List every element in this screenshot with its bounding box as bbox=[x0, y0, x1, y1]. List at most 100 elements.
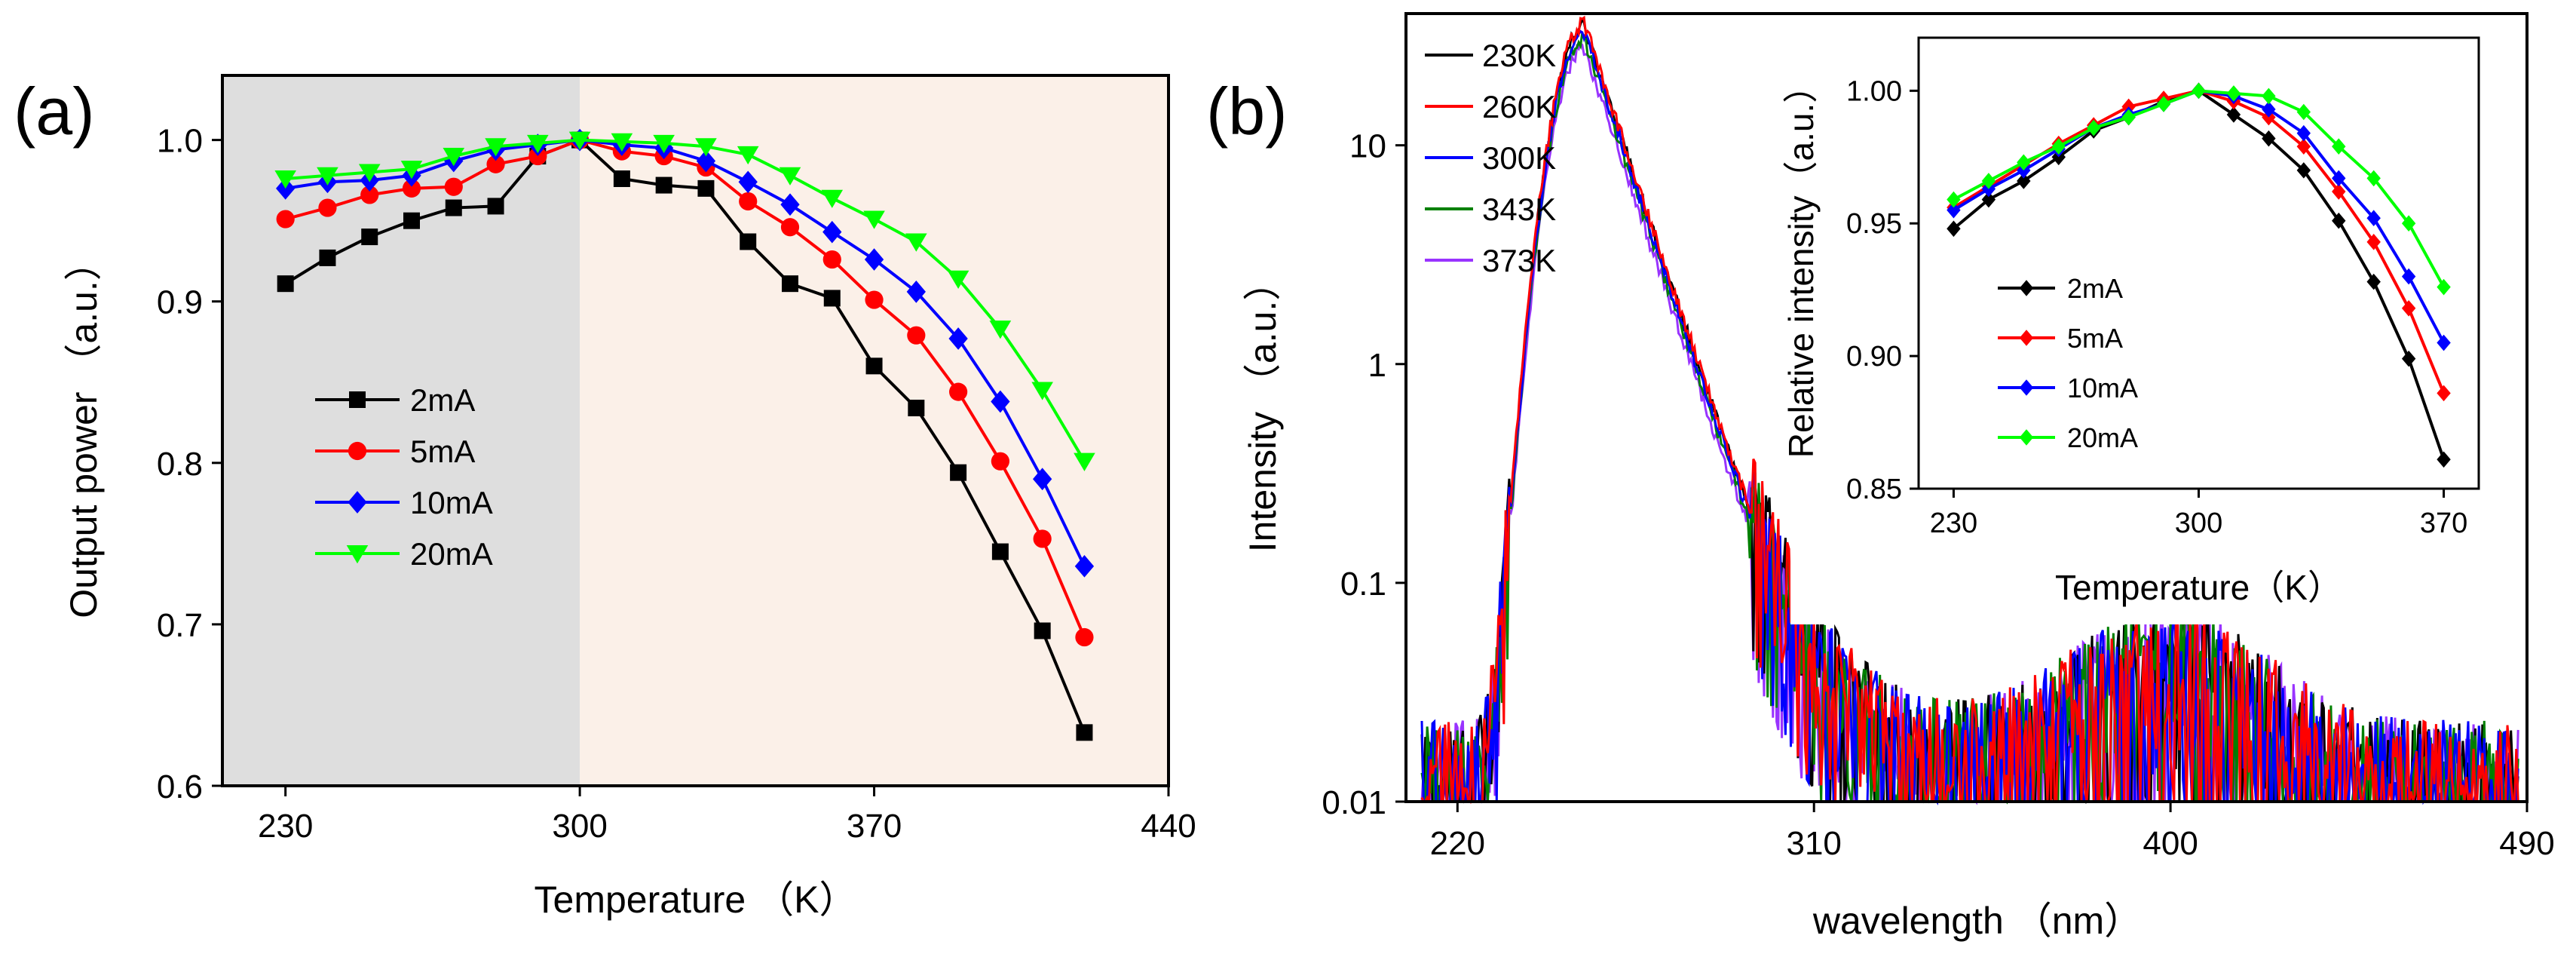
inset-legend-label-20mA: 20mA bbox=[2067, 422, 2138, 453]
data-point-20mA bbox=[905, 233, 927, 252]
data-point-5mA bbox=[780, 218, 800, 237]
data-point-20mA bbox=[653, 134, 675, 154]
inset-data-point-20mA bbox=[2017, 154, 2031, 171]
spectrum-line-300K bbox=[1420, 29, 2519, 806]
data-point-5mA bbox=[444, 177, 463, 196]
inset-data-point-20mA bbox=[2121, 109, 2136, 126]
legend-marker-5mA bbox=[348, 441, 367, 461]
x-tick-label: 490 bbox=[2499, 825, 2554, 862]
inset-y-tick-label: 0.95 bbox=[1846, 208, 1902, 240]
y-tick-label: 0.7 bbox=[157, 607, 203, 644]
panel-label-b: (b) bbox=[1206, 74, 1288, 149]
inset-data-point-10mA bbox=[2437, 334, 2451, 351]
data-point-20mA bbox=[527, 134, 549, 154]
data-point-2mA bbox=[361, 228, 378, 246]
inset-legend-marker-2mA bbox=[2019, 280, 2034, 296]
inset-data-point-20mA bbox=[1947, 191, 1961, 208]
y-tick-label: 0.01 bbox=[1322, 784, 1386, 821]
data-point-2mA bbox=[277, 275, 294, 293]
inset-data-point-2mA bbox=[2401, 350, 2416, 367]
inset-data-point-2mA bbox=[1947, 220, 1961, 238]
legend-label-343K: 343K bbox=[1482, 192, 1556, 227]
data-point-2mA bbox=[655, 176, 672, 194]
inset-legend-marker-20mA bbox=[2019, 429, 2034, 446]
data-point-20mA bbox=[947, 270, 969, 289]
inset-legend-label-2mA: 2mA bbox=[2067, 273, 2123, 304]
x-axis-title: wavelength （nm） bbox=[1812, 900, 2142, 942]
x-tick-label: 440 bbox=[1141, 808, 1196, 845]
chart-b: 220 310 400 490 0.01 0.1 1 10 wavelength （nm） Int… bbox=[1242, 12, 2555, 942]
shaded-region-0 bbox=[222, 75, 580, 786]
y-tick-label: 0.9 bbox=[157, 284, 203, 321]
chart-a: 230 300 370 440 0.6 0.7 0.8 0.9 1.0 Temperature （… bbox=[63, 74, 1196, 921]
x-tick-label: 230 bbox=[258, 808, 313, 845]
y-tick-label: 0.6 bbox=[157, 768, 203, 805]
inset-x-tick-label: 370 bbox=[2420, 508, 2467, 539]
inset-data-point-2mA bbox=[2226, 106, 2241, 123]
y-tick-label: 0.1 bbox=[1340, 566, 1386, 603]
data-point-20mA bbox=[779, 167, 801, 186]
data-point-2mA bbox=[1034, 622, 1051, 639]
data-point-5mA bbox=[1075, 627, 1094, 647]
data-point-20mA bbox=[695, 138, 717, 157]
plot-frame-a bbox=[221, 74, 1170, 787]
inset-data-point-20mA bbox=[2401, 215, 2416, 232]
inset-data-point-20mA bbox=[2262, 87, 2276, 105]
data-point-20mA bbox=[568, 131, 591, 150]
inset-data-point-20mA bbox=[2437, 278, 2451, 296]
data-point-10mA bbox=[1033, 468, 1052, 491]
data-point-20mA bbox=[400, 161, 423, 179]
data-point-20mA bbox=[737, 146, 759, 165]
inset-data-point-5mA bbox=[2437, 385, 2451, 402]
inset-data-point-10mA bbox=[2366, 210, 2381, 226]
inset-x-tick-label: 300 bbox=[2175, 508, 2222, 539]
y-tick-label: 0.8 bbox=[157, 446, 203, 483]
inset-y-tick-label: 0.85 bbox=[1846, 474, 1902, 505]
inset-data-point-10mA bbox=[2401, 268, 2416, 285]
y-axis-title: Output power （a.u.） bbox=[63, 243, 105, 618]
inset-legend-label-10mA: 10mA bbox=[2067, 373, 2138, 403]
inset-data-point-5mA bbox=[2296, 138, 2311, 155]
shaded-region-1 bbox=[580, 75, 1169, 786]
data-point-5mA bbox=[822, 250, 841, 269]
data-point-20mA bbox=[358, 164, 381, 182]
data-point-2mA bbox=[823, 290, 841, 307]
x-tick-label: 400 bbox=[2143, 825, 2198, 862]
data-point-5mA bbox=[1033, 529, 1052, 548]
data-point-5mA bbox=[276, 210, 295, 228]
inset-y-axis-title: Relative intensity（a.u.） bbox=[1781, 69, 1821, 458]
data-point-10mA bbox=[780, 193, 800, 216]
data-point-20mA bbox=[485, 138, 507, 157]
data-point-2mA bbox=[782, 275, 798, 293]
inset-x-axis-title: Temperature（K） bbox=[2055, 568, 2342, 607]
data-point-20mA bbox=[443, 148, 465, 167]
legend-label-5mA: 5mA bbox=[410, 434, 475, 469]
inset-data-point-20mA bbox=[2226, 85, 2241, 102]
legend-label-373K: 373K bbox=[1482, 243, 1556, 278]
data-point-2mA bbox=[319, 249, 336, 266]
inset-data-point-10mA bbox=[2262, 101, 2276, 118]
inset-data-point-20mA bbox=[2086, 119, 2101, 136]
data-point-20mA bbox=[317, 167, 338, 186]
data-point-5mA bbox=[402, 179, 421, 198]
data-point-10mA bbox=[864, 248, 884, 271]
inset-data-point-20mA bbox=[2156, 96, 2171, 112]
data-point-20mA bbox=[863, 210, 885, 229]
data-point-5mA bbox=[865, 290, 884, 309]
x-axis-title: Temperature （K） bbox=[534, 879, 857, 921]
inset-legend-label-5mA: 5mA bbox=[2067, 323, 2123, 354]
data-point-2mA bbox=[445, 199, 462, 216]
inset-data-point-20mA bbox=[2332, 138, 2346, 155]
data-point-5mA bbox=[907, 326, 926, 345]
x-tick-label: 300 bbox=[552, 808, 607, 845]
legend-marker-10mA bbox=[348, 491, 367, 514]
legend-label-20mA: 20mA bbox=[410, 536, 493, 572]
data-point-5mA bbox=[991, 452, 1009, 471]
y-tick-label: 1 bbox=[1368, 347, 1386, 384]
data-point-20mA bbox=[274, 170, 296, 189]
data-point-2mA bbox=[403, 212, 420, 229]
inset-x-tick-label: 230 bbox=[1930, 508, 1977, 539]
data-point-2mA bbox=[1076, 724, 1093, 741]
data-point-5mA bbox=[949, 382, 968, 401]
